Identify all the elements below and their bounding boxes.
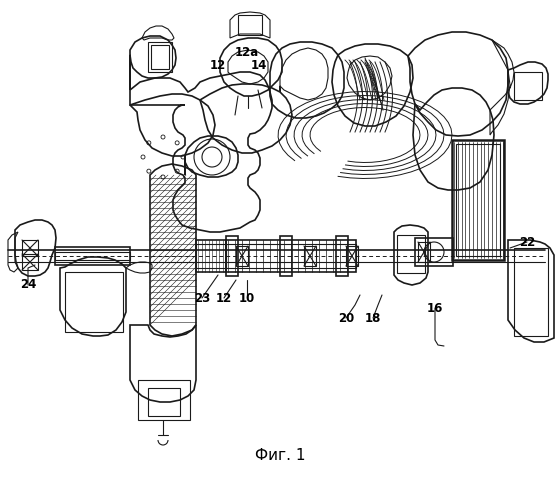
Bar <box>151 45 169 69</box>
Text: 12: 12 <box>216 291 232 304</box>
Bar <box>238 15 262 35</box>
Text: 12: 12 <box>210 58 226 71</box>
Bar <box>415 238 453 266</box>
Bar <box>55 252 130 260</box>
Bar <box>456 144 500 256</box>
Bar <box>514 72 542 100</box>
Bar <box>336 236 348 276</box>
Bar <box>196 244 226 268</box>
Text: 10: 10 <box>239 291 255 304</box>
Bar <box>452 140 504 260</box>
Bar <box>22 240 38 256</box>
Text: 23: 23 <box>194 291 210 304</box>
Bar <box>236 246 248 266</box>
Bar <box>418 242 430 262</box>
Bar <box>226 240 356 272</box>
Bar <box>196 240 226 272</box>
Bar <box>226 236 238 276</box>
Text: 12a: 12a <box>235 45 259 58</box>
Bar <box>304 246 316 266</box>
Bar <box>148 388 180 416</box>
Text: 18: 18 <box>365 311 381 324</box>
Bar <box>280 236 292 276</box>
Bar <box>346 246 358 266</box>
Bar <box>226 244 356 268</box>
Bar <box>514 248 548 336</box>
Text: Фиг. 1: Фиг. 1 <box>255 449 305 464</box>
Bar <box>397 235 425 273</box>
Text: 22: 22 <box>519 236 535 249</box>
Text: 16: 16 <box>427 301 443 314</box>
Bar <box>148 42 172 72</box>
Text: 14: 14 <box>251 58 267 71</box>
Bar <box>65 272 123 332</box>
Bar <box>22 254 38 270</box>
Text: 24: 24 <box>20 278 36 291</box>
Bar <box>138 380 190 420</box>
Text: 20: 20 <box>338 311 354 324</box>
Bar <box>55 247 130 265</box>
